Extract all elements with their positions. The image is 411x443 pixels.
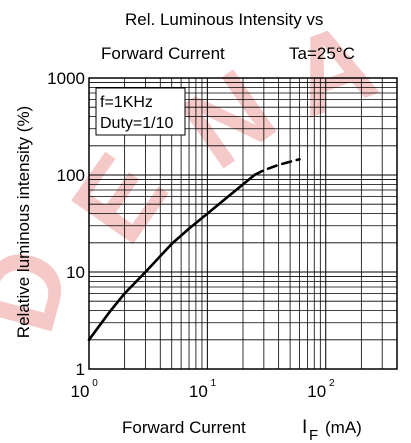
series-line-solid <box>87 173 256 342</box>
grid <box>89 78 397 369</box>
y-tick-label: 1000 <box>47 69 85 88</box>
x-axis-label: Forward Current <box>122 418 246 437</box>
x-unit: (mA) <box>325 418 362 437</box>
chart-title-line-2: Forward Current <box>101 44 225 63</box>
condition-label: Ta=25°C <box>289 44 355 63</box>
annotation-box <box>95 87 186 136</box>
x-unit-subscript: F <box>309 427 318 443</box>
x-tick-exponent: 2 <box>329 378 335 389</box>
chart-title-line-1: Rel. Luminous Intensity vs <box>125 10 323 29</box>
x-tick-labels: 10 0 10 1 10 2 <box>71 378 335 401</box>
annotation-line-1: f=1KHz <box>100 94 153 111</box>
series-layer <box>87 158 301 342</box>
plot-frame <box>88 77 398 370</box>
annotation-line-2: Duty=1/10 <box>100 115 173 132</box>
y-tick-label: 100 <box>57 166 85 185</box>
watermark-letter: E <box>48 133 191 264</box>
x-tick-exponent: 1 <box>211 378 217 389</box>
series-line-dashed <box>253 158 301 177</box>
x-tick-label: 10 <box>189 382 208 401</box>
x-tick-exponent: 0 <box>92 378 98 389</box>
y-tick-labels: 1 10 100 1000 <box>47 69 85 379</box>
x-unit-symbol: I <box>302 417 307 438</box>
y-tick-label: 1 <box>76 360 85 379</box>
x-tick-label: 10 <box>307 382 326 401</box>
x-tick-label: 10 <box>71 382 90 401</box>
y-axis-label: Relative luminous intensity (%) <box>14 106 33 338</box>
y-tick-label: 10 <box>66 263 85 282</box>
